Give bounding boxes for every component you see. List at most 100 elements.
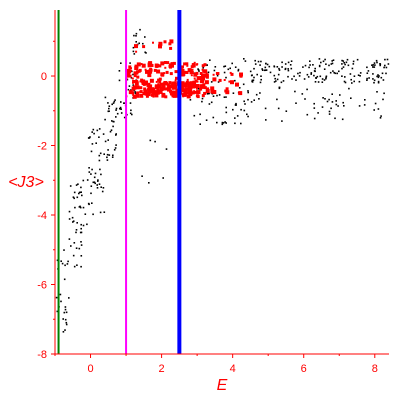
red-data-point	[152, 95, 155, 98]
black-data-point	[114, 99, 116, 101]
black-data-point	[261, 68, 263, 70]
black-data-point	[63, 249, 65, 251]
red-data-point	[175, 92, 179, 96]
black-data-point	[264, 66, 267, 69]
black-data-point	[285, 110, 288, 112]
black-data-point	[59, 293, 62, 296]
red-data-point	[181, 65, 184, 69]
black-data-point	[277, 107, 280, 110]
red-data-point	[167, 85, 171, 89]
red-data-point	[154, 93, 159, 98]
black-data-point	[90, 185, 93, 187]
black-data-point	[78, 191, 81, 194]
black-data-point	[132, 46, 135, 49]
black-data-point	[237, 69, 240, 72]
black-data-point	[133, 34, 135, 37]
black-data-point	[385, 66, 388, 69]
black-data-point	[216, 121, 218, 124]
black-data-point	[232, 92, 235, 94]
red-data-point	[149, 84, 153, 88]
black-data-point	[356, 58, 359, 61]
black-data-point	[372, 78, 374, 80]
red-data-point	[126, 72, 130, 77]
black-data-point	[197, 88, 200, 90]
black-data-point	[223, 96, 226, 98]
red-data-point	[201, 94, 205, 98]
black-data-point	[68, 297, 70, 299]
red-data-point	[158, 64, 162, 68]
black-data-point	[71, 216, 74, 219]
red-data-point	[185, 91, 189, 95]
black-data-point	[78, 247, 81, 250]
red-data-point	[229, 71, 232, 74]
red-data-point	[180, 72, 185, 77]
red-data-point	[133, 71, 137, 75]
red-data-point	[143, 64, 145, 67]
red-data-point	[151, 90, 156, 94]
black-data-point	[134, 92, 137, 95]
red-data-point	[144, 68, 147, 71]
black-data-point	[223, 71, 226, 74]
red-data-point	[135, 93, 140, 98]
black-data-point	[324, 98, 326, 100]
black-data-point	[373, 79, 376, 82]
black-data-point	[210, 101, 213, 104]
black-data-point	[201, 97, 204, 100]
black-data-point	[225, 76, 227, 79]
black-data-point	[229, 67, 231, 70]
red-data-point	[204, 80, 209, 85]
black-data-point	[138, 42, 140, 45]
black-data-point	[89, 136, 91, 138]
black-data-point	[94, 182, 96, 185]
black-data-point	[101, 190, 104, 193]
black-data-point	[313, 107, 316, 109]
black-data-point	[61, 262, 64, 265]
black-data-point	[371, 64, 373, 66]
red-data-point	[206, 87, 210, 91]
y-axis-ticks: 0 -2 -4 -6 -8	[37, 40, 55, 361]
black-data-point	[347, 64, 350, 67]
black-data-point	[205, 119, 208, 121]
black-data-point	[265, 69, 268, 71]
red-data-point	[127, 69, 131, 74]
black-data-point	[118, 79, 121, 82]
red-data-point	[210, 89, 215, 94]
black-data-point	[273, 81, 276, 83]
red-data-point	[239, 72, 243, 77]
black-data-point	[129, 62, 131, 64]
black-data-point	[343, 105, 345, 107]
red-data-point	[160, 61, 165, 66]
black-data-point	[64, 318, 67, 321]
black-data-point	[64, 308, 67, 311]
black-data-point	[372, 66, 374, 68]
black-data-point	[302, 66, 304, 68]
black-data-point	[328, 98, 330, 101]
black-data-point	[259, 81, 262, 84]
red-data-point	[169, 63, 174, 68]
black-data-point	[379, 64, 381, 67]
black-data-point	[63, 311, 66, 314]
black-data-point	[304, 64, 307, 67]
black-data-point	[331, 62, 334, 65]
black-data-point	[198, 70, 200, 72]
black-data-point	[281, 61, 283, 64]
red-data-point	[175, 88, 179, 92]
black-data-point	[64, 329, 66, 331]
black-data-point	[309, 60, 311, 62]
black-data-point	[217, 81, 220, 83]
red-data-point	[199, 84, 204, 89]
black-data-point	[379, 63, 381, 65]
black-data-point	[112, 102, 115, 104]
red-data-point	[139, 90, 142, 93]
red-data-point	[193, 61, 196, 64]
black-data-point	[251, 81, 254, 83]
black-data-point	[344, 63, 346, 66]
red-data-point	[187, 68, 192, 73]
black-data-point	[352, 60, 355, 63]
black-data-point	[210, 81, 213, 83]
black-data-point	[291, 78, 293, 80]
black-data-point	[284, 68, 287, 71]
black-data-point	[73, 242, 76, 244]
black-data-point	[247, 90, 249, 92]
red-data-point	[143, 87, 147, 91]
